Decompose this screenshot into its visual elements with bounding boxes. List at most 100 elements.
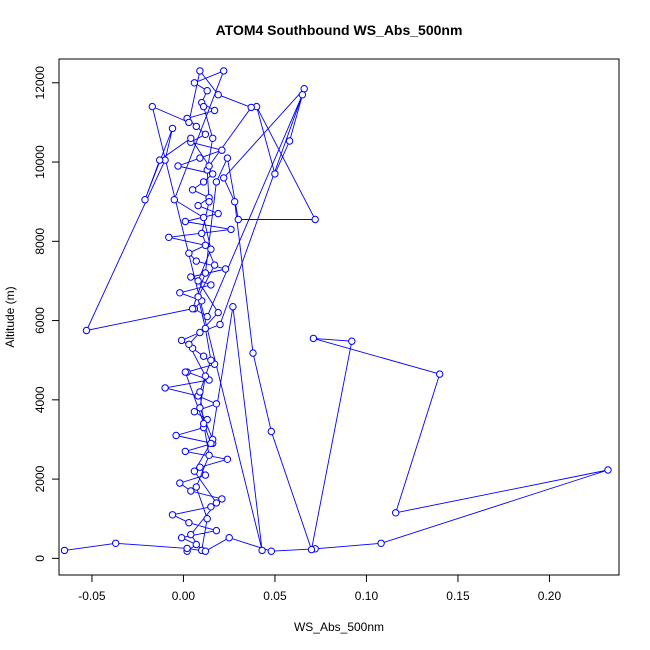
data-point: [181, 447, 190, 456]
data-point: [223, 455, 232, 463]
data-point: [220, 174, 228, 182]
data-point: [192, 540, 201, 549]
data-point: [196, 404, 204, 412]
data-point: [196, 388, 204, 396]
data-point: [221, 265, 230, 273]
data-point: [209, 134, 217, 143]
data-point: [220, 67, 228, 75]
y-tick-label: 12000: [33, 66, 47, 100]
data-point: [207, 245, 215, 253]
data-point: [267, 427, 275, 436]
data-point: [201, 471, 210, 479]
data-point: [392, 509, 400, 517]
data-point: [199, 178, 208, 186]
data-point: [225, 534, 233, 542]
data-point: [201, 547, 210, 555]
y-tick-label: 10000: [33, 145, 47, 179]
data-point: [141, 196, 149, 204]
data-point: [181, 217, 190, 226]
data-point: [185, 249, 193, 257]
data-point: [203, 515, 211, 523]
data-point: [192, 122, 201, 131]
data-point: [194, 277, 202, 285]
data-point: [196, 328, 204, 337]
x-tick-label: 0.05: [263, 589, 287, 603]
y-tick-label: 2000: [33, 465, 47, 492]
data-point: [190, 467, 199, 475]
data-point: [199, 352, 208, 360]
data-point: [168, 511, 177, 519]
data-point: [190, 408, 199, 416]
data-point: [216, 320, 224, 329]
data-point: [201, 130, 210, 139]
data-point: [203, 312, 211, 321]
data-point: [210, 261, 219, 269]
y-tick-label: 6000: [33, 307, 47, 334]
data-point: [199, 102, 208, 111]
data-point: [177, 336, 186, 345]
data-point: [234, 215, 243, 224]
data-point: [212, 178, 221, 186]
data-point: [165, 233, 173, 242]
data-point: [199, 213, 208, 222]
data-point: [214, 308, 222, 317]
data-point: [209, 170, 217, 178]
series-points: [60, 67, 612, 555]
data-point: [185, 519, 193, 527]
series-lines: [64, 69, 609, 552]
data-point: [196, 154, 204, 162]
data-point: [176, 479, 184, 487]
data-point: [187, 487, 195, 495]
plot-area: [58, 58, 620, 576]
data-point: [177, 534, 186, 542]
data-point: [194, 201, 202, 210]
data-point: [436, 370, 444, 378]
data-point: [285, 137, 294, 145]
data-point: [196, 67, 204, 75]
x-tick-label: 0.10: [355, 589, 379, 603]
data-point: [188, 186, 197, 194]
data-point: [207, 281, 215, 289]
data-point: [348, 337, 356, 345]
series-line: [64, 69, 609, 552]
data-point: [229, 303, 237, 311]
data-point: [205, 198, 213, 206]
data-point: [218, 495, 226, 503]
y-tick-label: 0: [33, 555, 47, 562]
data-point: [271, 170, 279, 178]
data-point: [223, 154, 232, 162]
data-point: [181, 368, 190, 376]
data-point: [201, 269, 210, 277]
y-axis: 0 2000 4000 6000 8000 10000 12000: [33, 66, 60, 562]
data-point: [247, 103, 255, 112]
x-tick-label: 0.00: [172, 589, 196, 603]
data-point: [205, 451, 213, 459]
data-point: [307, 545, 316, 554]
data-point: [227, 225, 235, 234]
data-point: [187, 273, 195, 281]
data-point: [214, 209, 222, 218]
data-point: [172, 431, 180, 440]
data-point: [185, 340, 193, 348]
data-point: [168, 124, 177, 133]
data-point: [377, 539, 385, 547]
data-point: [188, 305, 197, 313]
data-point: [309, 334, 318, 343]
data-point: [201, 372, 210, 380]
y-axis-label: Altitude (m): [3, 286, 17, 347]
data-point: [207, 439, 215, 448]
x-axis: -0.05 0.00 0.05 0.10 0.15 0.20: [78, 574, 561, 603]
data-point: [199, 419, 208, 428]
data-point: [231, 198, 239, 206]
data-point: [161, 384, 169, 392]
data-point: [201, 241, 210, 250]
data-point: [196, 463, 204, 471]
data-point: [300, 85, 308, 93]
chart-title: ATOM4 Southbound WS_Abs_500nm: [216, 22, 463, 38]
data-point: [174, 162, 182, 170]
data-point: [176, 289, 184, 297]
x-axis-label: WS_Abs_500nm: [294, 620, 384, 634]
data-point: [267, 547, 275, 555]
y-tick-label: 4000: [33, 386, 47, 413]
data-point: [183, 544, 191, 553]
